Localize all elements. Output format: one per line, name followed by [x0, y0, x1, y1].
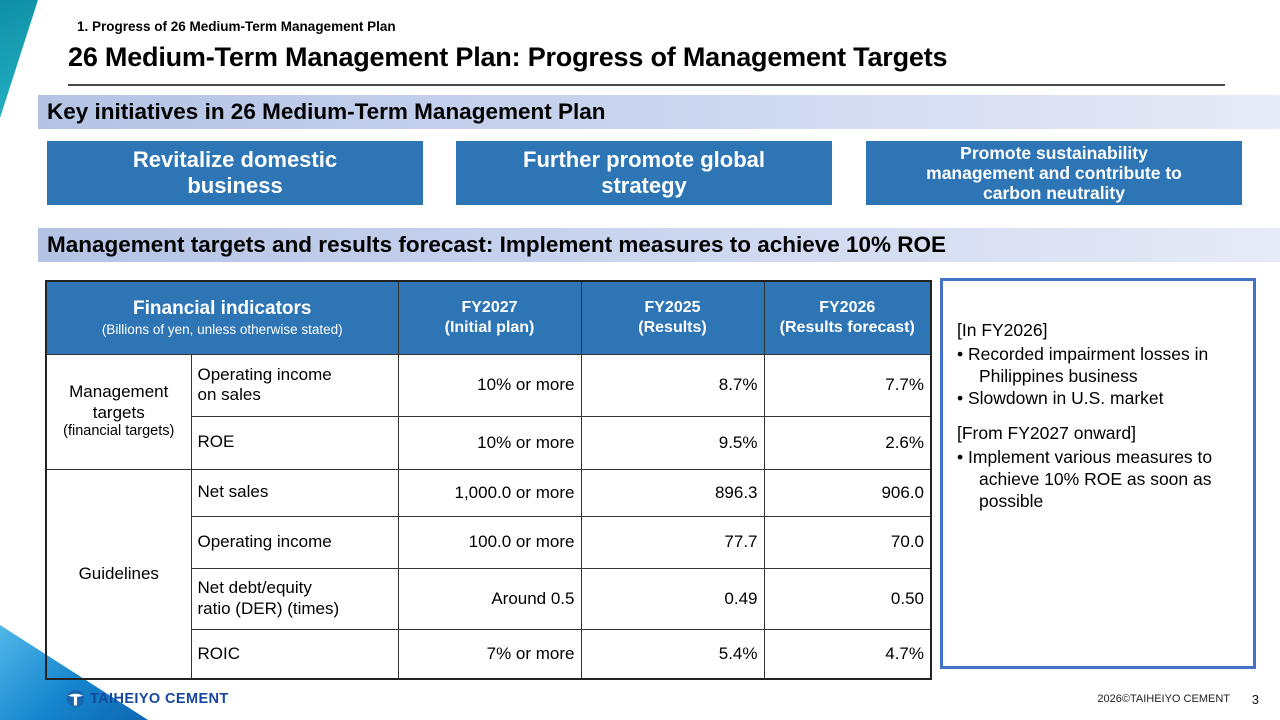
notes-heading-fy2026: [In FY2026] — [957, 320, 1048, 340]
notes-heading-fy2027: [From FY2027 onward] — [957, 423, 1136, 444]
row-group-guidelines: Guidelines — [45, 468, 192, 680]
cell-fy2026: 70.0 — [763, 515, 932, 569]
header-fy2027: FY2027 (Initial plan) — [397, 280, 582, 355]
initiative-box-sustainability: Promote sustainability management and co… — [866, 141, 1242, 205]
header-subtitle: (Billions of yen, unless otherwise state… — [101, 322, 343, 338]
header-fy2026: FY2026 (Results forecast) — [763, 280, 932, 355]
header-financial-indicators: Financial indicators (Billions of yen, u… — [45, 280, 399, 355]
cell-plan: 10% or more — [397, 415, 582, 470]
list-item: Slowdown in U.S. market — [957, 387, 1241, 409]
table-row: ROIC 7% or more 5.4% 4.7% — [46, 628, 932, 680]
cell-fy2026: 4.7% — [763, 628, 932, 680]
section-heading-key-initiatives: Key initiatives in 26 Medium-Term Manage… — [38, 95, 1280, 129]
section-heading-label: Key initiatives in 26 Medium-Term Manage… — [47, 99, 606, 124]
page-title: 26 Medium-Term Management Plan: Progress… — [68, 42, 948, 72]
initiative-box-global: Further promote global strategy — [456, 141, 832, 205]
taiheiyo-globe-icon — [66, 689, 85, 708]
list-item: Implement various measures to achieve 10… — [957, 446, 1241, 512]
financial-indicators-table: Financial indicators (Billions of yen, u… — [45, 280, 932, 680]
notes-list-fy2026: Recorded impairment losses in Philippine… — [957, 343, 1241, 409]
cell-fy2025: 896.3 — [580, 468, 765, 517]
cell-fy2026: 0.50 — [763, 567, 932, 630]
cell-plan: 1,000.0 or more — [397, 468, 582, 517]
header-title: Financial indicators — [133, 298, 312, 320]
table-row: Operating income 100.0 or more 77.7 70.0 — [46, 515, 932, 569]
initiative-box-domestic: Revitalize domestic business — [47, 141, 423, 205]
fy-notes-panel: [In FY2026] Recorded impairment losses i… — [940, 278, 1256, 669]
cell-indicator: Net sales — [190, 468, 399, 517]
cell-indicator: ROIC — [190, 628, 399, 680]
row-group-management-targets: Management targets (financial targets) — [45, 353, 192, 470]
section-heading-management-targets: Management targets and results forecast:… — [38, 228, 1280, 262]
cell-fy2026: 7.7% — [763, 353, 932, 417]
cell-indicator: Net debt/equity ratio (DER) (times) — [190, 567, 399, 630]
cell-indicator: Operating income on sales — [190, 353, 399, 417]
slide-eyebrow: 1. Progress of 26 Medium-Term Management… — [77, 19, 396, 34]
cell-fy2025: 9.5% — [580, 415, 765, 470]
page-number: 3 — [1251, 692, 1259, 707]
section-heading-label: Management targets and results forecast:… — [47, 232, 947, 257]
copyright-text: 2026©TAIHEIYO CEMENT — [1097, 693, 1230, 705]
cell-plan: 10% or more — [397, 353, 582, 417]
table-row: Guidelines Net sales 1,000.0 or more 896… — [45, 468, 932, 680]
header-fy2025: FY2025 (Results) — [580, 280, 765, 355]
cell-fy2025: 77.7 — [580, 515, 765, 569]
cell-plan: Around 0.5 — [397, 567, 582, 630]
table-row: ROE 10% or more 9.5% 2.6% — [46, 415, 932, 470]
cell-fy2025: 0.49 — [580, 567, 765, 630]
table-header-row: Financial indicators (Billions of yen, u… — [45, 280, 932, 355]
cell-indicator: ROE — [190, 415, 399, 470]
cell-fy2026: 906.0 — [763, 468, 932, 517]
cell-fy2025: 5.4% — [580, 628, 765, 680]
cell-fy2026: 2.6% — [763, 415, 932, 470]
table-row: Management targets (financial targets) O… — [45, 353, 932, 470]
cell-plan: 100.0 or more — [397, 515, 582, 569]
cell-indicator: Operating income — [190, 515, 399, 569]
brand-name: TAIHEIYO CEMENT — [90, 690, 229, 707]
list-item: Recorded impairment losses in Philippine… — [957, 343, 1241, 387]
notes-list-fy2027: Implement various measures to achieve 10… — [957, 446, 1241, 512]
title-underline — [68, 84, 1225, 86]
cell-plan: 7% or more — [397, 628, 582, 680]
table-row: Net debt/equity ratio (DER) (times) Arou… — [46, 567, 932, 630]
cell-fy2025: 8.7% — [580, 353, 765, 417]
company-logo: TAIHEIYO CEMENT — [66, 689, 229, 708]
